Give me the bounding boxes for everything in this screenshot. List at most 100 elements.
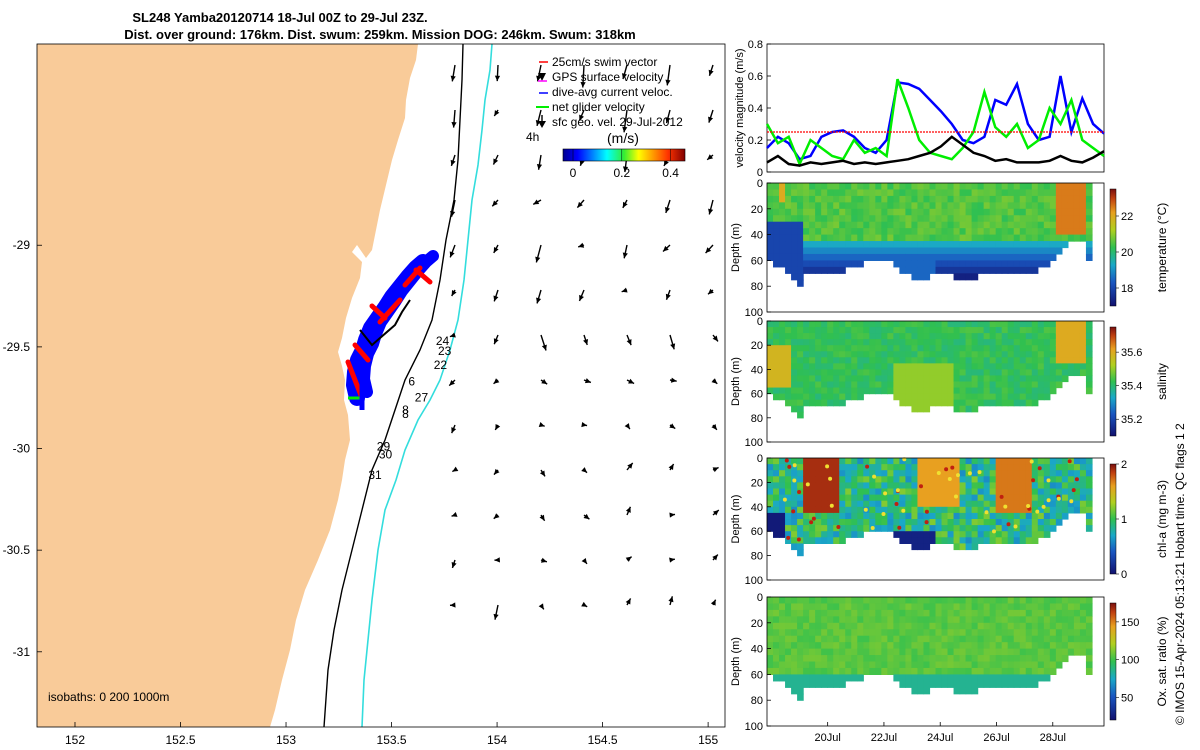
heatmap-cell <box>935 351 943 358</box>
heatmap-cell <box>851 375 858 383</box>
heatmap-cell <box>983 609 991 617</box>
heatmap-cell <box>1025 333 1033 340</box>
heatmap-cell <box>995 247 1003 255</box>
heatmap-cell <box>983 635 991 643</box>
heatmap-cell <box>1079 609 1087 617</box>
heatmap-cell <box>845 375 852 383</box>
heatmap-cell <box>1043 189 1051 197</box>
arrow-head <box>628 378 635 384</box>
y-tick-label: 0 <box>757 453 763 465</box>
heatmap-cell <box>875 476 882 483</box>
velocity-arrow <box>493 513 500 520</box>
heatmap-cell <box>791 387 798 395</box>
heatmap-cell <box>803 241 810 249</box>
heatmap-cell <box>767 387 774 395</box>
heatmap-cell <box>779 525 786 532</box>
heatmap-cell <box>923 470 931 477</box>
heatmap-cell <box>773 512 780 520</box>
chl-sample-dot <box>984 510 989 515</box>
heatmap-cell <box>917 202 925 210</box>
heatmap-cell <box>935 345 943 352</box>
heatmap-cell <box>947 375 955 383</box>
heatmap-cell <box>809 183 816 191</box>
velocity-arrow <box>669 334 676 350</box>
heatmap-cell <box>947 221 955 229</box>
heatmap-cell <box>1061 622 1069 630</box>
heatmap-cell <box>983 482 991 490</box>
heatmap-cell <box>929 616 937 624</box>
velocity-arrow <box>448 379 456 387</box>
heatmap-cell <box>857 333 864 340</box>
heatmap-cell <box>947 266 955 274</box>
heatmap-cell <box>1055 648 1063 656</box>
heatmap-cell <box>857 375 864 383</box>
heatmap-cell <box>935 195 943 203</box>
heatmap-cell <box>875 464 882 471</box>
velocity-arrow <box>494 423 501 431</box>
heatmap-cell <box>1001 482 1009 490</box>
arrow-head <box>756 380 762 386</box>
heatmap-cell <box>935 381 943 389</box>
heatmap-cell <box>989 369 997 377</box>
heatmap-cell <box>953 525 961 532</box>
heatmap-cell <box>1037 482 1045 490</box>
heatmap-cell <box>881 512 888 520</box>
heatmap-cell <box>839 603 846 611</box>
heatmap-cell <box>833 183 840 191</box>
heatmap-cell <box>971 363 979 370</box>
heatmap-cell <box>989 680 997 688</box>
heatmap-cell <box>917 661 925 669</box>
arrow-head <box>663 245 669 252</box>
heatmap-cell <box>821 603 828 611</box>
heatmap-cell <box>965 597 973 605</box>
heatmap-cell <box>929 597 937 605</box>
velocity-arrow <box>492 154 499 165</box>
heatmap-cell <box>905 642 913 650</box>
heatmap-cell <box>917 208 925 216</box>
heatmap-cell <box>1013 345 1021 352</box>
heatmap-cell <box>851 208 858 216</box>
legend-label: sfc geo. vel. 29-Jul-2012 <box>552 115 683 129</box>
heatmap-cell <box>1079 616 1087 624</box>
heatmap-cell <box>833 470 840 477</box>
heatmap-frame <box>766 320 1105 443</box>
heatmap-cell <box>881 363 888 370</box>
heatmap-cell <box>809 476 816 483</box>
heatmap-cell <box>929 375 937 383</box>
heatmap-cell <box>1025 351 1033 358</box>
heatmap-cell <box>815 622 822 630</box>
heatmap-cell <box>875 500 882 508</box>
depth-ylabel: Depth (m) <box>730 495 742 544</box>
heatmap-cell <box>1031 500 1039 508</box>
arrow-head <box>581 422 588 428</box>
heatmap-cell <box>935 234 943 242</box>
heatmap-cell <box>869 648 876 656</box>
heatmap-cell <box>983 476 991 483</box>
heatmap-cell <box>887 183 894 191</box>
heatmap-cell <box>797 494 804 502</box>
heatmap-cell <box>797 629 804 637</box>
track-swim <box>402 265 423 288</box>
heatmap-cell <box>911 215 919 223</box>
heatmap-cell <box>821 680 828 688</box>
heatmap-cell <box>929 674 937 682</box>
heatmap-cell <box>1013 655 1021 663</box>
heatmap-cell <box>959 393 967 401</box>
heatmap-cell <box>989 183 997 191</box>
heatmap-cell <box>839 667 846 675</box>
heatmap-cell <box>1085 488 1093 496</box>
heatmap-cells <box>767 321 1093 419</box>
heatmap-cell <box>857 189 864 197</box>
heatmap-cell <box>1049 369 1057 377</box>
heatmap-cell <box>845 333 852 340</box>
heatmap-cell <box>935 488 943 496</box>
heatmap-cell <box>1019 253 1027 261</box>
heatmap-cell <box>971 500 979 508</box>
heatmap-cell <box>1037 648 1045 656</box>
heatmap-cell <box>773 387 780 395</box>
heatmap-cell <box>785 476 792 483</box>
heatmap-cell <box>989 399 997 407</box>
heatmap-cell <box>821 247 828 255</box>
heatmap-cell <box>1025 629 1033 637</box>
heatmap-cell <box>893 387 900 395</box>
